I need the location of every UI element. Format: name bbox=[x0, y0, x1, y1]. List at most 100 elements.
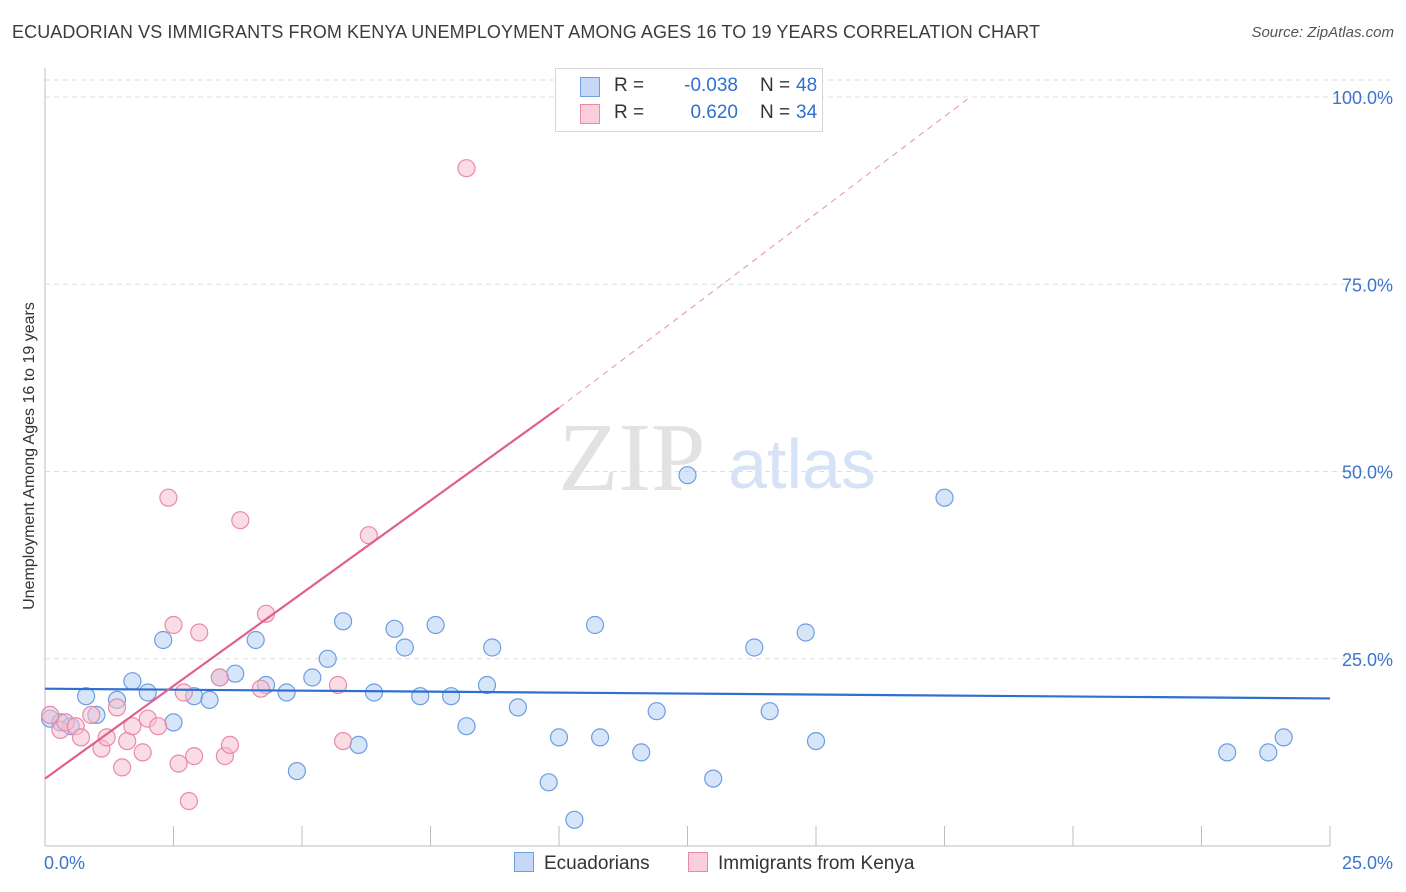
ecuadorian-trend-line bbox=[44, 687, 1331, 700]
kenya-point bbox=[328, 675, 348, 695]
y-tick-label: 25.0% bbox=[1342, 650, 1393, 670]
ecuadorian-point bbox=[138, 683, 157, 702]
kenya-swatch bbox=[580, 104, 600, 124]
kenya-point bbox=[251, 679, 270, 698]
ecuadorian-point bbox=[704, 769, 723, 788]
ecuadorian-point bbox=[154, 630, 173, 650]
source-label: Source: ZipAtlas.com bbox=[1251, 24, 1394, 41]
kenya-point bbox=[149, 717, 168, 736]
ecuadorian-point bbox=[796, 623, 815, 642]
kenya-point bbox=[210, 668, 229, 687]
tick-labels: 25.0% 50.0% 75.0% 100.0% 0.0% 25.0% bbox=[44, 88, 1393, 873]
ecuadorian-point bbox=[1274, 728, 1293, 747]
kenya-point bbox=[164, 615, 183, 635]
ecuadorian-point bbox=[1218, 743, 1237, 762]
ecuadorian-point bbox=[806, 731, 826, 751]
ecuadorian-point bbox=[411, 687, 430, 706]
ecuadorian-point bbox=[745, 638, 764, 657]
legend-item-ecuadorians: Ecuadorians bbox=[514, 852, 650, 875]
ecuadorian-point bbox=[508, 698, 528, 717]
r-value: -0.038 bbox=[684, 75, 738, 96]
watermark-atlas: atlas bbox=[728, 425, 876, 503]
correlation-legend: R = -0.038 N = 48 R = 0.620 N = 34 bbox=[555, 68, 823, 132]
legend-item-kenya: Immigrants from Kenya bbox=[688, 852, 914, 875]
kenya-point bbox=[82, 705, 101, 725]
ecuadorian-point bbox=[385, 619, 404, 638]
y-tick-label: 75.0% bbox=[1342, 275, 1393, 295]
ecuadorian-point bbox=[549, 728, 569, 747]
trend-lines bbox=[44, 96, 1331, 780]
kenya-point bbox=[159, 488, 178, 507]
kenya-point bbox=[40, 705, 60, 725]
watermark: ZIP atlas bbox=[559, 404, 876, 512]
ecuadorian-point bbox=[334, 612, 353, 631]
ecuadorian-point bbox=[246, 630, 265, 650]
kenya-point bbox=[112, 758, 132, 777]
ecuadorian-point bbox=[200, 690, 219, 710]
ecuadorian-point bbox=[442, 687, 461, 706]
kenya-point bbox=[457, 159, 476, 178]
ecuadorian-point bbox=[164, 713, 183, 732]
kenya-point bbox=[220, 735, 240, 755]
ecuadorian-point bbox=[76, 687, 96, 706]
grid bbox=[45, 79, 1392, 660]
data-points bbox=[40, 159, 1293, 829]
kenya-point bbox=[174, 683, 193, 702]
ecuadorian-point bbox=[277, 683, 296, 702]
ecuadorian-point bbox=[483, 638, 502, 657]
kenya-point bbox=[190, 623, 209, 642]
kenya-trend-extension bbox=[558, 96, 971, 409]
r-label: R = bbox=[614, 102, 645, 123]
ecuadorian-point bbox=[565, 810, 584, 829]
ecuadorian-point bbox=[303, 668, 322, 687]
chart-title: ECUADORIAN VS IMMIGRANTS FROM KENYA UNEM… bbox=[12, 22, 1041, 42]
kenya-point bbox=[179, 791, 198, 811]
ecuadorian-point bbox=[457, 717, 476, 736]
x-tick-label: 0.0% bbox=[44, 853, 85, 873]
n-value: 48 bbox=[796, 75, 818, 96]
y-axis-label: Unemployment Among Ages 16 to 19 years bbox=[21, 302, 38, 610]
n-value: 34 bbox=[796, 102, 818, 123]
ecuadorian-point bbox=[349, 735, 368, 755]
ecuadorian-point bbox=[426, 615, 445, 635]
ecuadorian-point bbox=[590, 728, 610, 747]
n-label: N = bbox=[760, 75, 791, 96]
ecuadorian-point bbox=[760, 702, 779, 721]
ecuadorian-point bbox=[123, 672, 142, 691]
y-tick-label: 100.0% bbox=[1332, 88, 1393, 108]
ecuadorians-legend-swatch bbox=[514, 852, 534, 872]
ecuadorians-legend-label: Ecuadorians bbox=[544, 853, 650, 874]
ecuadorian-point bbox=[287, 761, 306, 781]
n-label: N = bbox=[760, 102, 791, 123]
ecuadorian-point bbox=[935, 488, 954, 507]
kenya-point bbox=[231, 511, 250, 530]
kenya-point bbox=[97, 728, 116, 747]
kenya-legend-swatch bbox=[688, 852, 708, 872]
kenya-point bbox=[107, 698, 127, 717]
kenya-trend-line bbox=[44, 406, 560, 780]
ecuadorian-point bbox=[1259, 743, 1278, 762]
ecuadorians-swatch bbox=[580, 77, 600, 97]
ecuadorian-point bbox=[647, 702, 666, 721]
kenya-point bbox=[123, 717, 142, 736]
x-tick-label: 25.0% bbox=[1342, 853, 1393, 873]
kenya-point bbox=[185, 746, 204, 766]
watermark-zip: ZIP bbox=[559, 404, 706, 512]
ecuadorian-point bbox=[226, 664, 245, 683]
kenya-point bbox=[133, 743, 152, 762]
kenya-legend-label: Immigrants from Kenya bbox=[718, 853, 915, 874]
kenya-point bbox=[71, 728, 91, 747]
ecuadorian-point bbox=[477, 675, 497, 695]
r-label: R = bbox=[614, 75, 645, 96]
ecuadorian-point bbox=[585, 615, 605, 635]
y-tick-label: 50.0% bbox=[1342, 463, 1393, 483]
ecuadorian-point bbox=[364, 683, 384, 702]
ecuadorian-point bbox=[318, 649, 337, 668]
ecuadorian-point bbox=[539, 773, 558, 792]
ecuadorian-point bbox=[632, 743, 651, 762]
kenya-point bbox=[334, 731, 353, 751]
ecuadorian-point bbox=[678, 466, 697, 485]
kenya-point bbox=[169, 754, 188, 773]
r-value: 0.620 bbox=[690, 102, 738, 123]
ecuadorian-point bbox=[395, 638, 414, 657]
